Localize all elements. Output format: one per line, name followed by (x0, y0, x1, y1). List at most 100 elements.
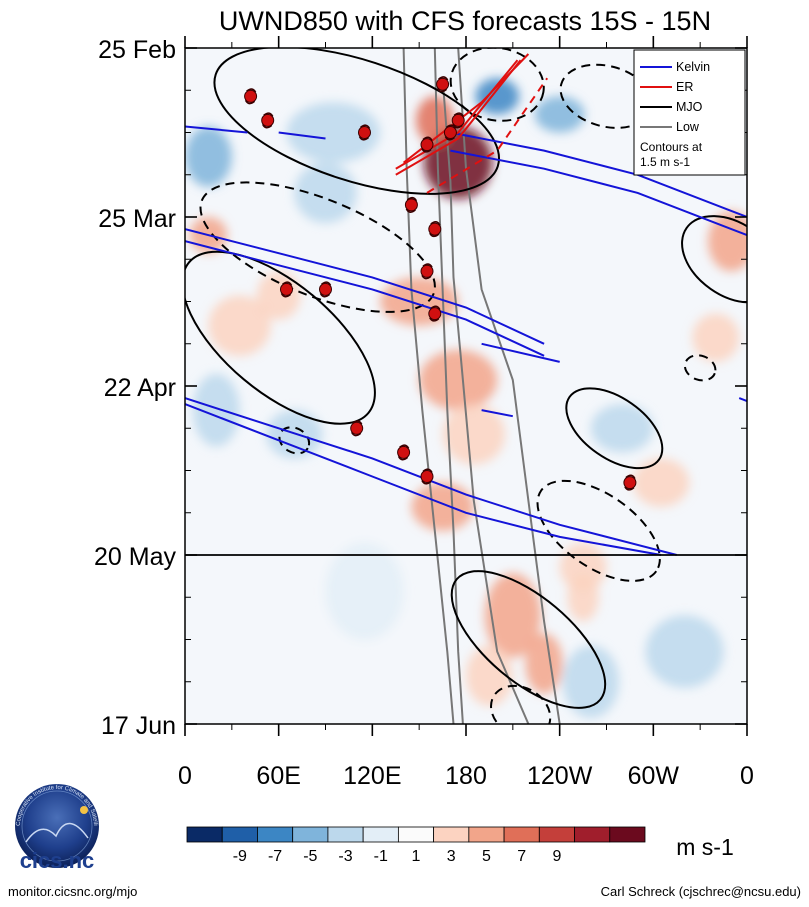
colorbar-swatch-9 (503, 826, 540, 843)
x-tick-label: 0 (740, 762, 754, 790)
storm-body (261, 113, 275, 127)
storm-arm-top (453, 112, 464, 117)
storm-arm-bottom (421, 148, 432, 153)
colorbar-swatch-0 (186, 826, 223, 843)
kelvin-contour-7 (278, 131, 326, 140)
logo-ring (21, 790, 93, 862)
colorbar-label: 9 (552, 848, 561, 865)
colorbar: -9 -7 -5 -3 -1 1 3 5 7 9 (186, 826, 646, 865)
storm-marker-11 (319, 281, 332, 298)
mjo-contour-7 (536, 479, 661, 582)
storm-body (420, 264, 434, 278)
colorbar-label: -9 (233, 848, 247, 865)
mjo-contour-10 (683, 354, 717, 382)
low-contour-1 (433, 48, 464, 724)
storm-arm-bottom (444, 136, 455, 141)
storm-arm-bottom (319, 292, 331, 298)
storm-arm-top (281, 281, 293, 286)
mjo-contour-2 (185, 250, 376, 425)
anomaly-patch-10 (208, 295, 271, 356)
anomaly-patch-14 (411, 482, 474, 531)
x-tick-label: 120W (527, 762, 593, 790)
y-axis: 25 Feb 25 Mar 22 Apr 20 May 17 Jun (94, 36, 747, 740)
storm-marker-5 (428, 221, 442, 238)
storm-marker-10 (280, 281, 293, 298)
anomaly-patch-7 (707, 210, 747, 272)
storm-body (397, 445, 411, 459)
storm-body (428, 307, 442, 321)
x-tick-label: 120E (343, 762, 401, 790)
storm-arm-top (422, 468, 433, 473)
mjo-contour-1 (199, 181, 436, 313)
storm-arm-bottom (397, 455, 409, 461)
storm-arm-bottom (421, 480, 432, 485)
storm-body (428, 222, 442, 236)
y-tick-label: 25 Feb (98, 36, 176, 64)
storm-marker-13 (350, 420, 364, 437)
credit-url: monitor.cicsnc.org/mjo (8, 884, 138, 899)
y-tick-label: 25 Mar (98, 205, 176, 233)
logo-sun (80, 806, 88, 814)
anomaly-patch-18 (633, 458, 690, 507)
anomaly-patch-24 (562, 645, 619, 718)
storm-arm-bottom (358, 136, 370, 141)
storm-arm-bottom (436, 87, 448, 93)
anomaly-patch-5 (294, 162, 357, 224)
colorbar-swatch-5 (362, 826, 399, 843)
storm-arm-bottom (405, 208, 416, 213)
storm-marker-15 (420, 468, 434, 485)
mjo-contours (185, 48, 747, 724)
kelvin-contour-10 (738, 397, 747, 403)
storm-arm-top (359, 124, 371, 129)
storm-marker-9 (420, 263, 434, 280)
cics-nc-logo: Cooperative Institute for Climate and Sa… (6, 780, 99, 873)
storm-arm-top (399, 444, 410, 449)
colorbar-swatch-11 (574, 826, 611, 843)
storm-arm-top (625, 474, 636, 480)
x-tick-label: 0 (178, 762, 192, 790)
y-tick-label: 17 Jun (101, 712, 176, 740)
kelvin-contour-4 (185, 397, 678, 556)
colorbar-label: -1 (374, 848, 388, 865)
colorbar-label: -3 (338, 848, 352, 865)
kelvin-contour-0 (450, 131, 747, 218)
storm-marker-3 (436, 76, 450, 93)
anomaly-patch-27 (692, 313, 740, 362)
x-tick-label: 60E (256, 762, 300, 790)
storm-body (420, 138, 434, 152)
storm-body (404, 198, 418, 212)
kelvin-contours (185, 125, 747, 556)
storm-body (280, 282, 293, 296)
storm-body (244, 89, 258, 103)
storm-marker-4 (404, 196, 418, 213)
storm-arm-top (246, 88, 257, 93)
storm-arm-top (422, 263, 433, 268)
storm-arm-top (320, 281, 332, 286)
storm-arm-bottom (261, 123, 273, 129)
storm-body (443, 126, 457, 139)
colorbar-swatch-6 (397, 826, 435, 843)
tropical-storm-markers (244, 76, 637, 491)
y-tick-label: 22 Apr (104, 374, 176, 402)
anomaly-patch-4 (185, 126, 232, 187)
storm-marker-6 (420, 136, 434, 153)
x-tick-label: 60W (628, 762, 680, 790)
storm-arm-top (430, 305, 441, 311)
colorbar-label: 7 (517, 848, 526, 865)
legend-note-line1: Contours at (640, 140, 703, 154)
colorbar-swatch-2 (257, 826, 294, 843)
colorbar-swatch-8 (468, 826, 505, 843)
storm-body (451, 113, 465, 127)
logo-wave (25, 822, 89, 843)
mjo-contour-6 (565, 387, 664, 470)
colorbar-swatch-1 (221, 826, 258, 843)
colorbar-label: 3 (447, 848, 456, 865)
low-contour-3 (441, 78, 530, 724)
storm-arm-bottom (452, 123, 463, 129)
storm-arm-bottom (624, 486, 635, 491)
storm-arm-top (406, 196, 418, 202)
storm-body (623, 476, 637, 490)
storm-body (420, 470, 434, 483)
legend-er-label: ER (676, 80, 693, 94)
